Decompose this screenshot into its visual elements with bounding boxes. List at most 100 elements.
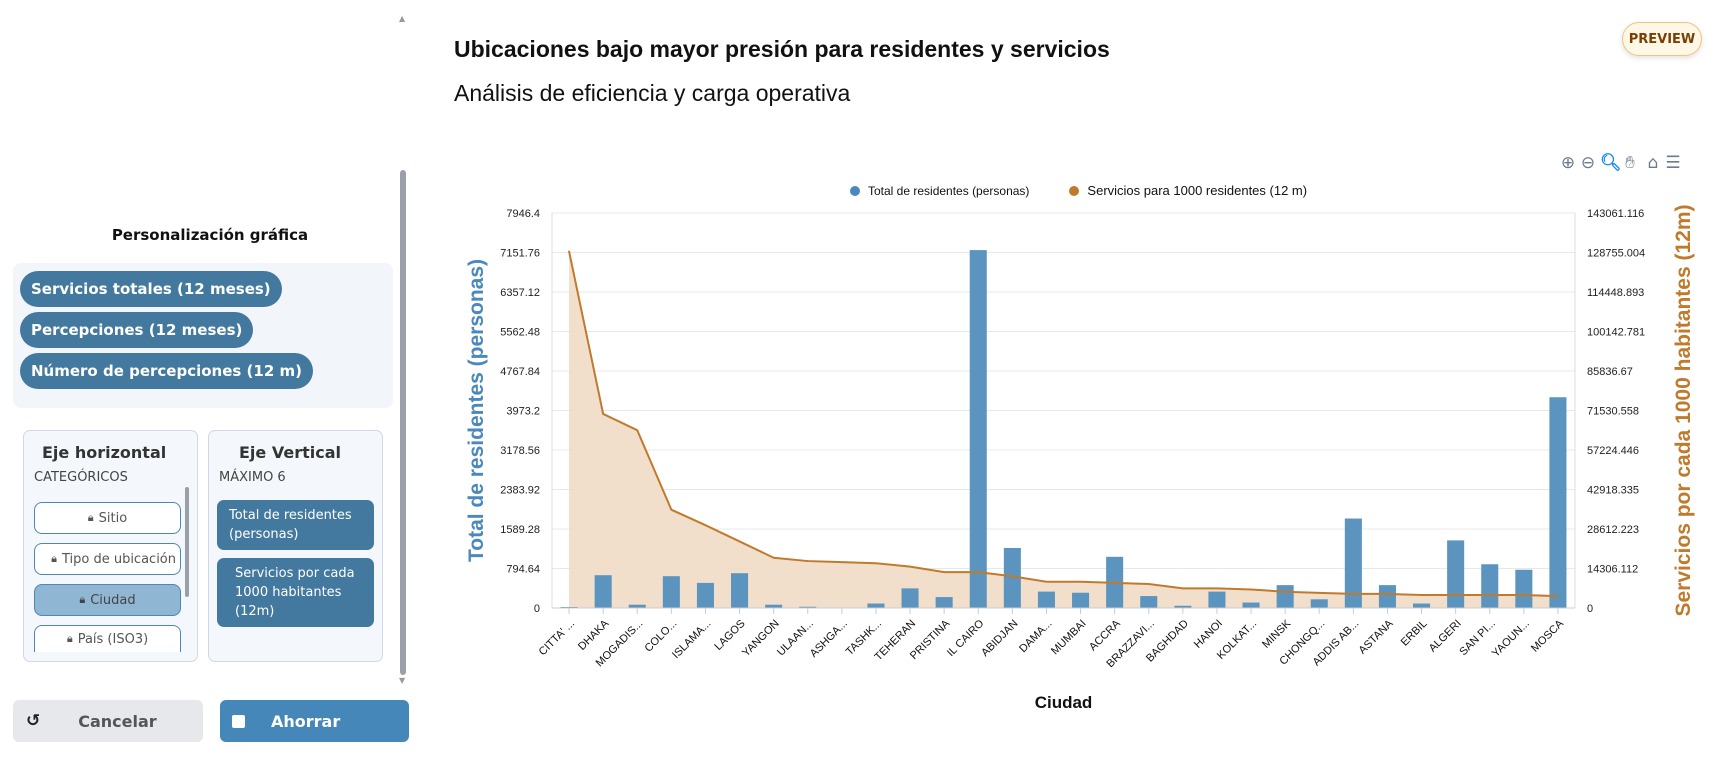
customization-title: Personalización gráfica [111, 226, 309, 244]
line-point [670, 508, 673, 511]
y-tick-label: 7946.4 [506, 208, 540, 220]
chip-perception-count[interactable]: Número de percepciones (12 m) [20, 353, 313, 389]
lock-icon: 🔒︎ [79, 593, 86, 606]
x-tick-label: MUMBAI [1049, 618, 1089, 658]
y2-tick-label: 85836.67 [1587, 366, 1633, 378]
home-icon[interactable]: ⌂ [1647, 153, 1659, 173]
menu-icon[interactable]: ☰ [1665, 153, 1681, 173]
save-button[interactable]: Ahorrar [220, 700, 409, 742]
lock-icon: 🔒︎ [87, 511, 94, 524]
line-point [636, 429, 639, 431]
y2-tick-label: 71530.558 [1587, 406, 1639, 418]
cancel-button[interactable]: ↺ Cancelar [13, 700, 203, 742]
area-fill [569, 251, 1558, 608]
pan-icon[interactable]: ✋︎ [1625, 153, 1635, 173]
y2-axis-title: Servicios por cada 1000 habitantes (12m) [1672, 204, 1695, 616]
line-point [1318, 592, 1321, 594]
line-point [943, 571, 945, 573]
zoom-out-icon[interactable]: ⊖ [1580, 153, 1596, 173]
y-tick-label: 7151.76 [500, 248, 540, 260]
floppy-disk-icon [232, 714, 245, 728]
line-point [1113, 582, 1116, 584]
line-point [1488, 594, 1491, 596]
y-tick-label: 6357.12 [500, 287, 540, 299]
chip-total-services[interactable]: Servicios totales (12 meses) [20, 271, 282, 307]
y2-tick-label: 0 [1587, 603, 1593, 615]
y-tick-label: 3178.56 [500, 445, 540, 457]
y-tick-label: 0 [534, 603, 540, 615]
horizontal-axis-panel: Eje horizontal CATEGÓRICOS 🔒︎ Sitio 🔒︎ Tip… [23, 430, 198, 662]
horizontal-list-scrollbar[interactable] [185, 487, 189, 597]
line-point [1079, 580, 1082, 583]
bar [969, 250, 987, 608]
y-tick-label: 4767.84 [500, 366, 540, 378]
bar [1481, 564, 1499, 608]
axis-option-sitio[interactable]: 🔒︎ Sitio [34, 502, 181, 534]
y2-tick-label: 114448.893 [1587, 287, 1644, 299]
horizontal-axis-title: Eje horizontal [42, 443, 167, 462]
x-tick-label: YANGON [740, 618, 782, 660]
legend-dot-icon [850, 185, 860, 196]
bar [696, 582, 714, 608]
vertical-item-residents[interactable]: Total de residentes (personas) [217, 500, 374, 550]
bar [901, 588, 919, 608]
x-axis-title: Ciudad [1035, 693, 1093, 712]
bar [1140, 596, 1158, 608]
zoom-select-icon[interactable]: 🔍︎ [1600, 153, 1622, 173]
scroll-up-arrow-icon[interactable]: ▲ [399, 14, 406, 23]
x-tick-label: ABIDJAN [979, 618, 1020, 659]
axis-option-pais[interactable]: 🔒︎ País (ISO3) [34, 625, 181, 652]
y-tick-label: 5562.48 [500, 327, 540, 339]
line-point [977, 571, 980, 573]
x-tick-label: MINSK [1260, 617, 1294, 651]
x-tick-label: ASTANA [1357, 617, 1396, 656]
axis-option-tipo[interactable]: 🔒︎ Tipo de ubicación [34, 543, 181, 575]
y2-tick-label: 100142.781 [1587, 327, 1645, 339]
legend-item-services[interactable]: Servicios para 1000 residentes (12 m) [1069, 183, 1307, 198]
bar [1037, 591, 1055, 608]
horizontal-axis-subtitle: CATEGÓRICOS [34, 470, 128, 485]
undo-icon: ↺ [26, 711, 41, 731]
line-point [568, 250, 570, 253]
y2-tick-label: 42918.335 [1587, 485, 1639, 497]
line-point [909, 565, 911, 568]
bar [867, 603, 885, 608]
line-point [1147, 583, 1150, 585]
x-tick-label: MOSCA [1529, 617, 1566, 654]
x-tick-label: HANOI [1192, 618, 1225, 651]
bar [1310, 599, 1328, 608]
chart-title: Ubicaciones bajo mayor presión para resi… [454, 36, 1110, 62]
preview-badge: PREVIEW [1622, 22, 1702, 56]
chip-perceptions[interactable]: Percepciones (12 meses) [20, 312, 254, 348]
line-point [1045, 580, 1048, 583]
series-line [568, 251, 1558, 598]
x-tick-label: CITTA' ... [537, 618, 578, 659]
line-point [1352, 593, 1355, 595]
axis-option-ciudad[interactable]: 🔒︎ Ciudad [34, 584, 181, 616]
sidebar-scrollbar[interactable] [400, 170, 406, 675]
line-point [1386, 593, 1389, 595]
chart-subtitle: Análisis de eficiencia y carga operativa [454, 80, 851, 106]
y2-tick-label: 143061.116 [1587, 208, 1644, 220]
line-point [738, 540, 741, 543]
legend-dot-icon [1069, 186, 1080, 196]
line-point [772, 556, 775, 559]
line-point [1011, 575, 1014, 578]
vertical-axis-title: Eje Vertical [239, 443, 341, 462]
bar [799, 606, 817, 608]
legend-item-residents[interactable]: Total de residentes (personas) [850, 184, 1029, 198]
bar [1242, 602, 1260, 608]
bar [1003, 548, 1021, 608]
lock-icon: 🔒︎ [51, 552, 57, 565]
line-point [1523, 594, 1525, 596]
zoom-in-icon[interactable]: ⊕ [1560, 153, 1576, 173]
scroll-down-arrow-icon[interactable]: ▼ [399, 676, 406, 685]
y-tick-label: 2383.92 [500, 485, 540, 497]
y2-tick-label: 128755.004 [1587, 248, 1645, 260]
bar [628, 604, 646, 608]
line-point [875, 562, 877, 565]
bar [731, 573, 749, 608]
vertical-item-services[interactable]: Servicios por cada 1000 habitantes (12m) [217, 558, 374, 627]
bar [1344, 518, 1362, 608]
